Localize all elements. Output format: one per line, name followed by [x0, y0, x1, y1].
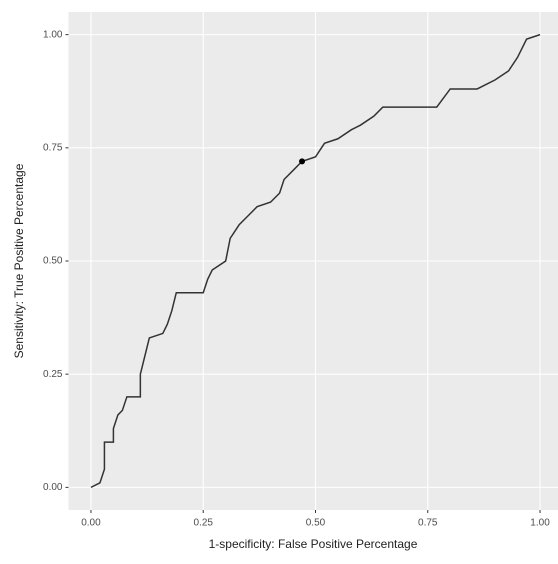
- highlight-point: [299, 158, 305, 164]
- y-tick-label: 0.25: [43, 369, 63, 380]
- y-tick-label: 0.00: [43, 482, 63, 493]
- y-tick-label: 1.00: [43, 29, 63, 40]
- y-axis-title: Sensitivity: True Positive Percentage: [12, 163, 26, 358]
- y-tick-label: 0.75: [43, 142, 63, 153]
- y-tick-label: 0.50: [43, 256, 63, 267]
- x-tick-label: 1.00: [530, 518, 550, 529]
- x-tick-label: 0.75: [418, 518, 438, 529]
- x-tick-label: 0.50: [306, 518, 326, 529]
- x-tick-label: 0.25: [193, 518, 213, 529]
- x-axis-title: 1-specificity: False Positive Percentage: [209, 537, 418, 551]
- x-tick-label: 0.00: [81, 518, 101, 529]
